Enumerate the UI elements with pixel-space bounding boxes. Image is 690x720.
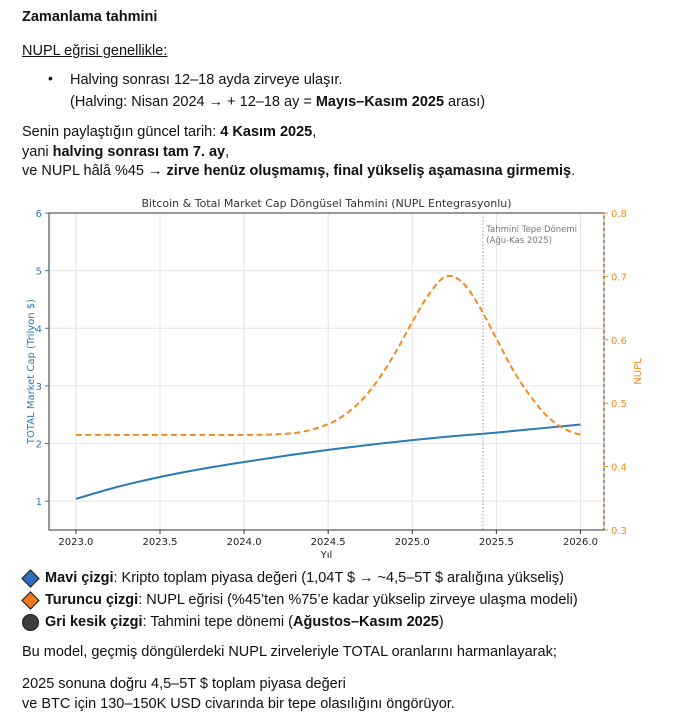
footer-line-1: Bu model, geçmiş döngülerdeki NUPL zirve… xyxy=(22,644,557,660)
left-y-tick-label: 2 xyxy=(36,440,42,451)
legend-item-gray: Gri kesik çizgi: Tahmini tepe dönemi (Ağ… xyxy=(22,611,578,633)
paragraph-line-2: yani halving sonrası tam 7. ay, xyxy=(22,143,230,160)
page-title: Zamanlama tahmini xyxy=(22,9,158,25)
legend-gray-title: Gri kesik çizgi xyxy=(45,614,143,630)
blue-diamond-icon xyxy=(21,569,40,588)
legend-gray-text: : Tahmini tepe dönemi ( xyxy=(142,614,293,630)
x-tick-label: 2025.0 xyxy=(395,537,430,548)
footer-line-3: ve BTC için 130–150K USD civarında bir t… xyxy=(22,696,455,712)
right-y-tick-label: 0.8 xyxy=(611,209,627,220)
legend-orange-text: : NUPL eğrisi (%45’ten %75’e kadar yükse… xyxy=(138,592,578,608)
paragraph-line-3: ve NUPL hâlâ %45 → zirve henüz oluşmamış… xyxy=(22,163,576,179)
right-y-axis-label: NUPL xyxy=(633,358,644,385)
right-y-tick-label: 0.7 xyxy=(611,272,627,283)
nupl-subtitle: NUPL eğrisi genellikle: xyxy=(22,43,168,59)
x-axis-label: Yıl xyxy=(320,550,333,561)
right-y-tick-label: 0.6 xyxy=(611,336,627,347)
peak-annotation-line1: Tahmini Tepe Dönemi xyxy=(485,225,577,235)
total-market-cap-line xyxy=(75,423,581,500)
peak-annotation-line2: (Ağu-Kas 2025) xyxy=(486,236,552,246)
x-tick-label: 2023.5 xyxy=(143,537,178,548)
left-y-axis-label: TOTAL Market Cap (Trilyon $) xyxy=(26,299,37,445)
legend-gray-period: Ağustos–Kasım 2025 xyxy=(292,614,439,630)
legend-orange-title: Turuncu çizgi xyxy=(45,592,139,608)
right-y-tick-label: 0.5 xyxy=(611,399,627,410)
legend-blue-title: Mavi çizgi xyxy=(45,570,114,586)
footer-line-2: 2025 sonuna doğru 4,5–5T $ toplam piyasa… xyxy=(22,676,346,692)
legend: Mavi çizgi: Kripto toplam piyasa değeri … xyxy=(21,567,578,633)
right-y-tick-label: 0.3 xyxy=(611,526,627,537)
x-tick-label: 2026.0 xyxy=(563,537,598,548)
x-tick-label: 2025.5 xyxy=(479,537,514,548)
paragraph-line-1: Senin paylaştığın güncel tarih: 4 Kasım … xyxy=(22,124,317,140)
chart-container: Bitcoin & Total Market Cap Döngüsel Tahm… xyxy=(0,190,690,562)
bullet-line-2: (Halving: Nisan 2024 → + 12–18 ay = Mayı… xyxy=(70,94,486,110)
left-y-tick-label: 3 xyxy=(36,382,42,393)
x-tick-label: 2024.0 xyxy=(227,537,262,548)
left-y-tick-label: 5 xyxy=(36,267,42,278)
left-y-tick-label: 6 xyxy=(36,209,42,220)
legend-item-orange: Turuncu çizgi: NUPL eğrisi (%45’ten %75’… xyxy=(21,589,578,611)
right-y-tick-label: 0.4 xyxy=(611,463,627,474)
chart-title: Bitcoin & Total Market Cap Döngüsel Tahm… xyxy=(141,197,511,210)
current-date-paragraph: Senin paylaştığın güncel tarih: 4 Kasım … xyxy=(22,123,575,182)
orange-diamond-icon xyxy=(21,591,40,610)
footer-block: 2025 sonuna doğru 4,5–5T $ toplam piyasa… xyxy=(22,674,455,714)
x-tick-label: 2023.0 xyxy=(58,537,93,548)
left-y-tick-label: 1 xyxy=(36,497,42,508)
nupl-line xyxy=(75,274,581,436)
left-y-tick-label: 4 xyxy=(36,324,42,335)
x-tick-label: 2024.5 xyxy=(311,537,346,548)
cycle-forecast-chart: Bitcoin & Total Market Cap Döngüsel Tahm… xyxy=(26,197,644,561)
bullet-dot: • xyxy=(48,70,53,86)
legend-item-blue: Mavi çizgi: Kripto toplam piyasa değeri … xyxy=(21,567,578,589)
black-circle-icon xyxy=(22,614,39,631)
legend-blue-text: : Kripto toplam piyasa değeri (1,04T $ →… xyxy=(113,570,564,586)
bullet-line-1: Halving sonrası 12–18 ayda zirveye ulaşı… xyxy=(70,72,343,88)
